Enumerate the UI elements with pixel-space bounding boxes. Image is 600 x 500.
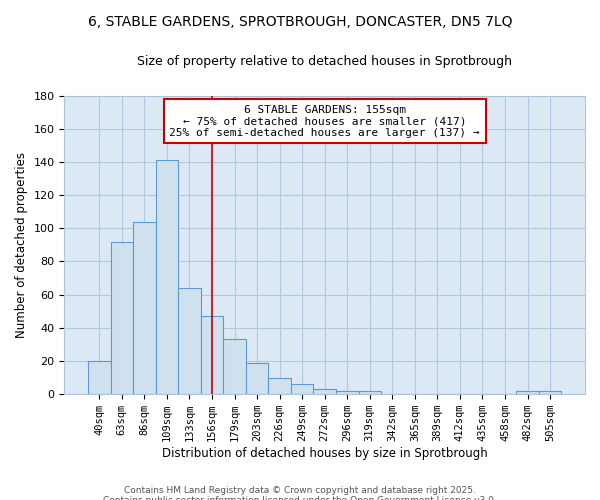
Text: Contains public sector information licensed under the Open Government Licence v3: Contains public sector information licen… <box>103 496 497 500</box>
Text: 6, STABLE GARDENS, SPROTBROUGH, DONCASTER, DN5 7LQ: 6, STABLE GARDENS, SPROTBROUGH, DONCASTE… <box>88 15 512 29</box>
Bar <box>313 389 336 394</box>
Bar <box>336 391 359 394</box>
Bar <box>110 242 133 394</box>
Bar <box>268 378 291 394</box>
Bar <box>223 340 246 394</box>
Bar <box>155 160 178 394</box>
Bar <box>133 222 155 394</box>
Bar <box>201 316 223 394</box>
Bar <box>359 391 381 394</box>
Y-axis label: Number of detached properties: Number of detached properties <box>15 152 28 338</box>
Bar <box>291 384 313 394</box>
X-axis label: Distribution of detached houses by size in Sprotbrough: Distribution of detached houses by size … <box>162 447 488 460</box>
Bar <box>516 391 539 394</box>
Bar <box>88 361 110 394</box>
Bar <box>539 391 562 394</box>
Text: Contains HM Land Registry data © Crown copyright and database right 2025.: Contains HM Land Registry data © Crown c… <box>124 486 476 495</box>
Bar <box>178 288 201 394</box>
Text: 6 STABLE GARDENS: 155sqm
← 75% of detached houses are smaller (417)
25% of semi-: 6 STABLE GARDENS: 155sqm ← 75% of detach… <box>169 104 480 138</box>
Bar <box>246 362 268 394</box>
Title: Size of property relative to detached houses in Sprotbrough: Size of property relative to detached ho… <box>137 55 512 68</box>
